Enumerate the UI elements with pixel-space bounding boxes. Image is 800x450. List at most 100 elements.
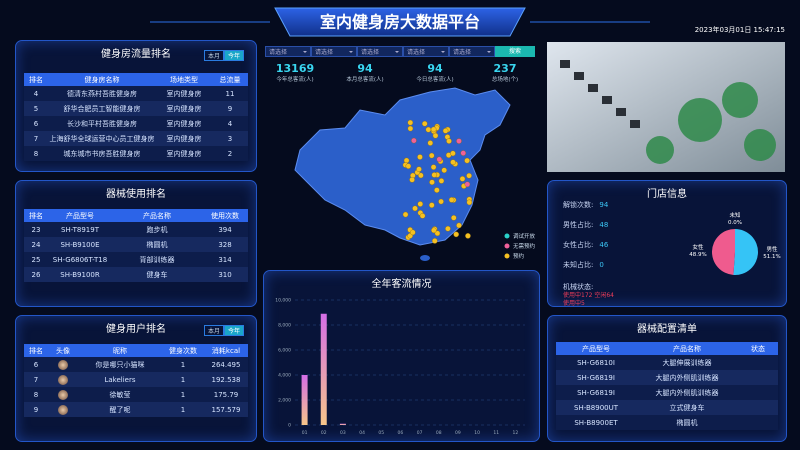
map-pin <box>405 163 412 169</box>
status-label: 机械状态: <box>563 283 594 291</box>
table-cell: 9 <box>227 104 233 113</box>
tab[interactable]: 本月 <box>203 325 224 336</box>
legend-label: 调试开放 <box>513 232 536 240</box>
header-cell: 产品型号 <box>582 344 610 353</box>
table-row: 25 SH-G6806T-T18 背部训练器 314 <box>24 252 248 267</box>
table-cell: 8 <box>33 390 39 399</box>
stat: 94 本月总客流(人) <box>332 62 398 83</box>
map-pin <box>428 152 435 159</box>
filter-select[interactable]: 请选择 <box>357 46 403 57</box>
info-label: 解锁次数: <box>563 201 594 209</box>
stat: 237 总场地(个) <box>472 62 538 83</box>
table-cell: 3 <box>227 134 233 143</box>
table-cell: 大腿内外侧肌训练器 <box>655 388 719 397</box>
data-table: 产品型号 产品名称 状态 SH-G6810I 大腿伸展训练器 SH-G6819I 大腿内外侧… <box>556 342 778 430</box>
header-cell: 昵称 <box>113 346 127 355</box>
info-label: 男性占比: <box>563 221 594 229</box>
avatar-cell <box>48 389 78 400</box>
table-cell: 椭圆机 <box>146 240 168 249</box>
table-row: 8 城东城市书房吾胜健身房 室内健身房 2 <box>24 146 248 161</box>
table-cell: 舒华合肥员工智能健身房 <box>63 104 141 113</box>
table-cell: Lakeliers <box>104 375 136 384</box>
tab-group: 本月 今年 <box>203 50 244 61</box>
filter-select[interactable]: 请选择 <box>311 46 357 57</box>
filter-select[interactable]: 请选择 <box>403 46 449 57</box>
table-cell: 7 <box>33 375 39 384</box>
stat-value: 237 <box>493 62 517 75</box>
map-pin <box>411 137 417 144</box>
tab[interactable]: 本月 <box>203 50 224 61</box>
map-pin <box>442 127 449 134</box>
table-row: 7 上海舒华全球运营中心员工健身房 室内健身房 3 <box>24 131 248 146</box>
info-row: 男性占比: 48 <box>563 220 608 230</box>
map-pin <box>429 179 435 186</box>
map-pin <box>441 167 447 174</box>
table-cell: 23 <box>31 225 41 234</box>
panel-title: 健身房流量排名 <box>101 49 171 60</box>
photo-window <box>630 120 640 128</box>
equipment-ranking-panel: 器械使用排名 排名 产品型号 产品名称 使用次数 23 SH-T8919T 跑步机 394 24… <box>15 180 257 307</box>
map-pin <box>428 202 435 208</box>
info-row: 女性占比: 46 <box>563 240 608 250</box>
header-cell: 排名 <box>29 211 43 220</box>
tab[interactable]: 今年 <box>223 325 244 336</box>
legend-label: 无需预约 <box>513 242 536 250</box>
table-cell: 5 <box>33 104 39 113</box>
header-cell: 产品名称 <box>143 211 171 220</box>
map-pin <box>460 150 467 156</box>
map-pin <box>436 156 443 163</box>
y-tick-label: 4,000 <box>278 373 291 379</box>
x-tick-label: 11 <box>493 430 499 436</box>
table-cell: 11 <box>225 89 235 98</box>
map-pin <box>448 197 455 203</box>
table-header: 排名 产品型号 产品名称 使用次数 <box>24 209 248 222</box>
table-row: SH-G6810I 大腿伸展训练器 <box>556 355 778 370</box>
user-ranking-panel: 健身用户排名 本月 今年 排名 头像 昵称 健身次数 消耗kcal 6 你是哪只小猫咪 1 264.… <box>15 315 257 442</box>
header-cell: 场地类型 <box>170 75 198 84</box>
photo-window <box>574 72 584 80</box>
table-cell: 椭圆机 <box>676 418 698 427</box>
data-table: 排名 头像 昵称 健身次数 消耗kcal 6 你是哪只小猫咪 1 264.495 7 Lakelie… <box>24 344 248 417</box>
photo-window <box>616 108 626 116</box>
map-pin <box>430 164 437 170</box>
map-pin <box>402 211 409 218</box>
table-cell: SH-G6810I <box>577 358 615 367</box>
header-cell: 产品名称 <box>673 344 701 353</box>
table-cell: 175.79 <box>213 390 239 399</box>
table-cell: 6 <box>33 119 39 128</box>
filter-select[interactable]: 请选择 <box>265 46 311 57</box>
pie-value-label: 48.9% <box>689 252 706 258</box>
tab[interactable]: 今年 <box>223 50 244 61</box>
panel-title: 门店信息 <box>647 189 687 200</box>
table-row: SH-G6819I 大腿内外侧肌训练器 <box>556 385 778 400</box>
search-button[interactable]: 搜索 <box>495 46 535 57</box>
header-cell: 总流量 <box>219 75 241 84</box>
map-pin <box>464 181 471 188</box>
map-pin <box>465 233 471 239</box>
stat-label: 今年总客流(人) <box>276 77 314 83</box>
table-row: 9 醒了呢 1 157.579 <box>24 402 248 417</box>
x-tick-label: 02 <box>321 430 327 436</box>
china-map <box>294 87 511 246</box>
photo-plant <box>744 129 776 161</box>
map-pin <box>466 199 473 206</box>
photo-window <box>588 84 598 92</box>
map-pin <box>407 125 414 132</box>
table-cell: 室内健身房 <box>166 134 202 143</box>
data-table: 排名 健身房名称 场地类型 总流量 4 德清东燕村吾胜健身房 室内健身房 11 5 舒华合肥员工智… <box>24 73 248 161</box>
table-row: 26 SH-B9100R 健身车 310 <box>24 267 248 282</box>
tab-group: 本月 今年 <box>203 325 244 336</box>
table-cell: 314 <box>218 255 232 264</box>
filter-select[interactable]: 请选择 <box>449 46 495 57</box>
table-cell: 室内健身房 <box>166 104 202 113</box>
table-cell: 跑步机 <box>146 225 168 234</box>
y-tick-label: 6,000 <box>278 348 291 354</box>
map-pin <box>417 201 424 207</box>
table-cell: SH-G6819I <box>577 388 615 397</box>
map-pin <box>407 119 414 126</box>
pie-label: 男性 <box>766 245 778 253</box>
table-cell: 4 <box>33 89 39 98</box>
y-tick-label: 0 <box>288 423 291 429</box>
header-cell: 健身房名称 <box>84 75 120 84</box>
